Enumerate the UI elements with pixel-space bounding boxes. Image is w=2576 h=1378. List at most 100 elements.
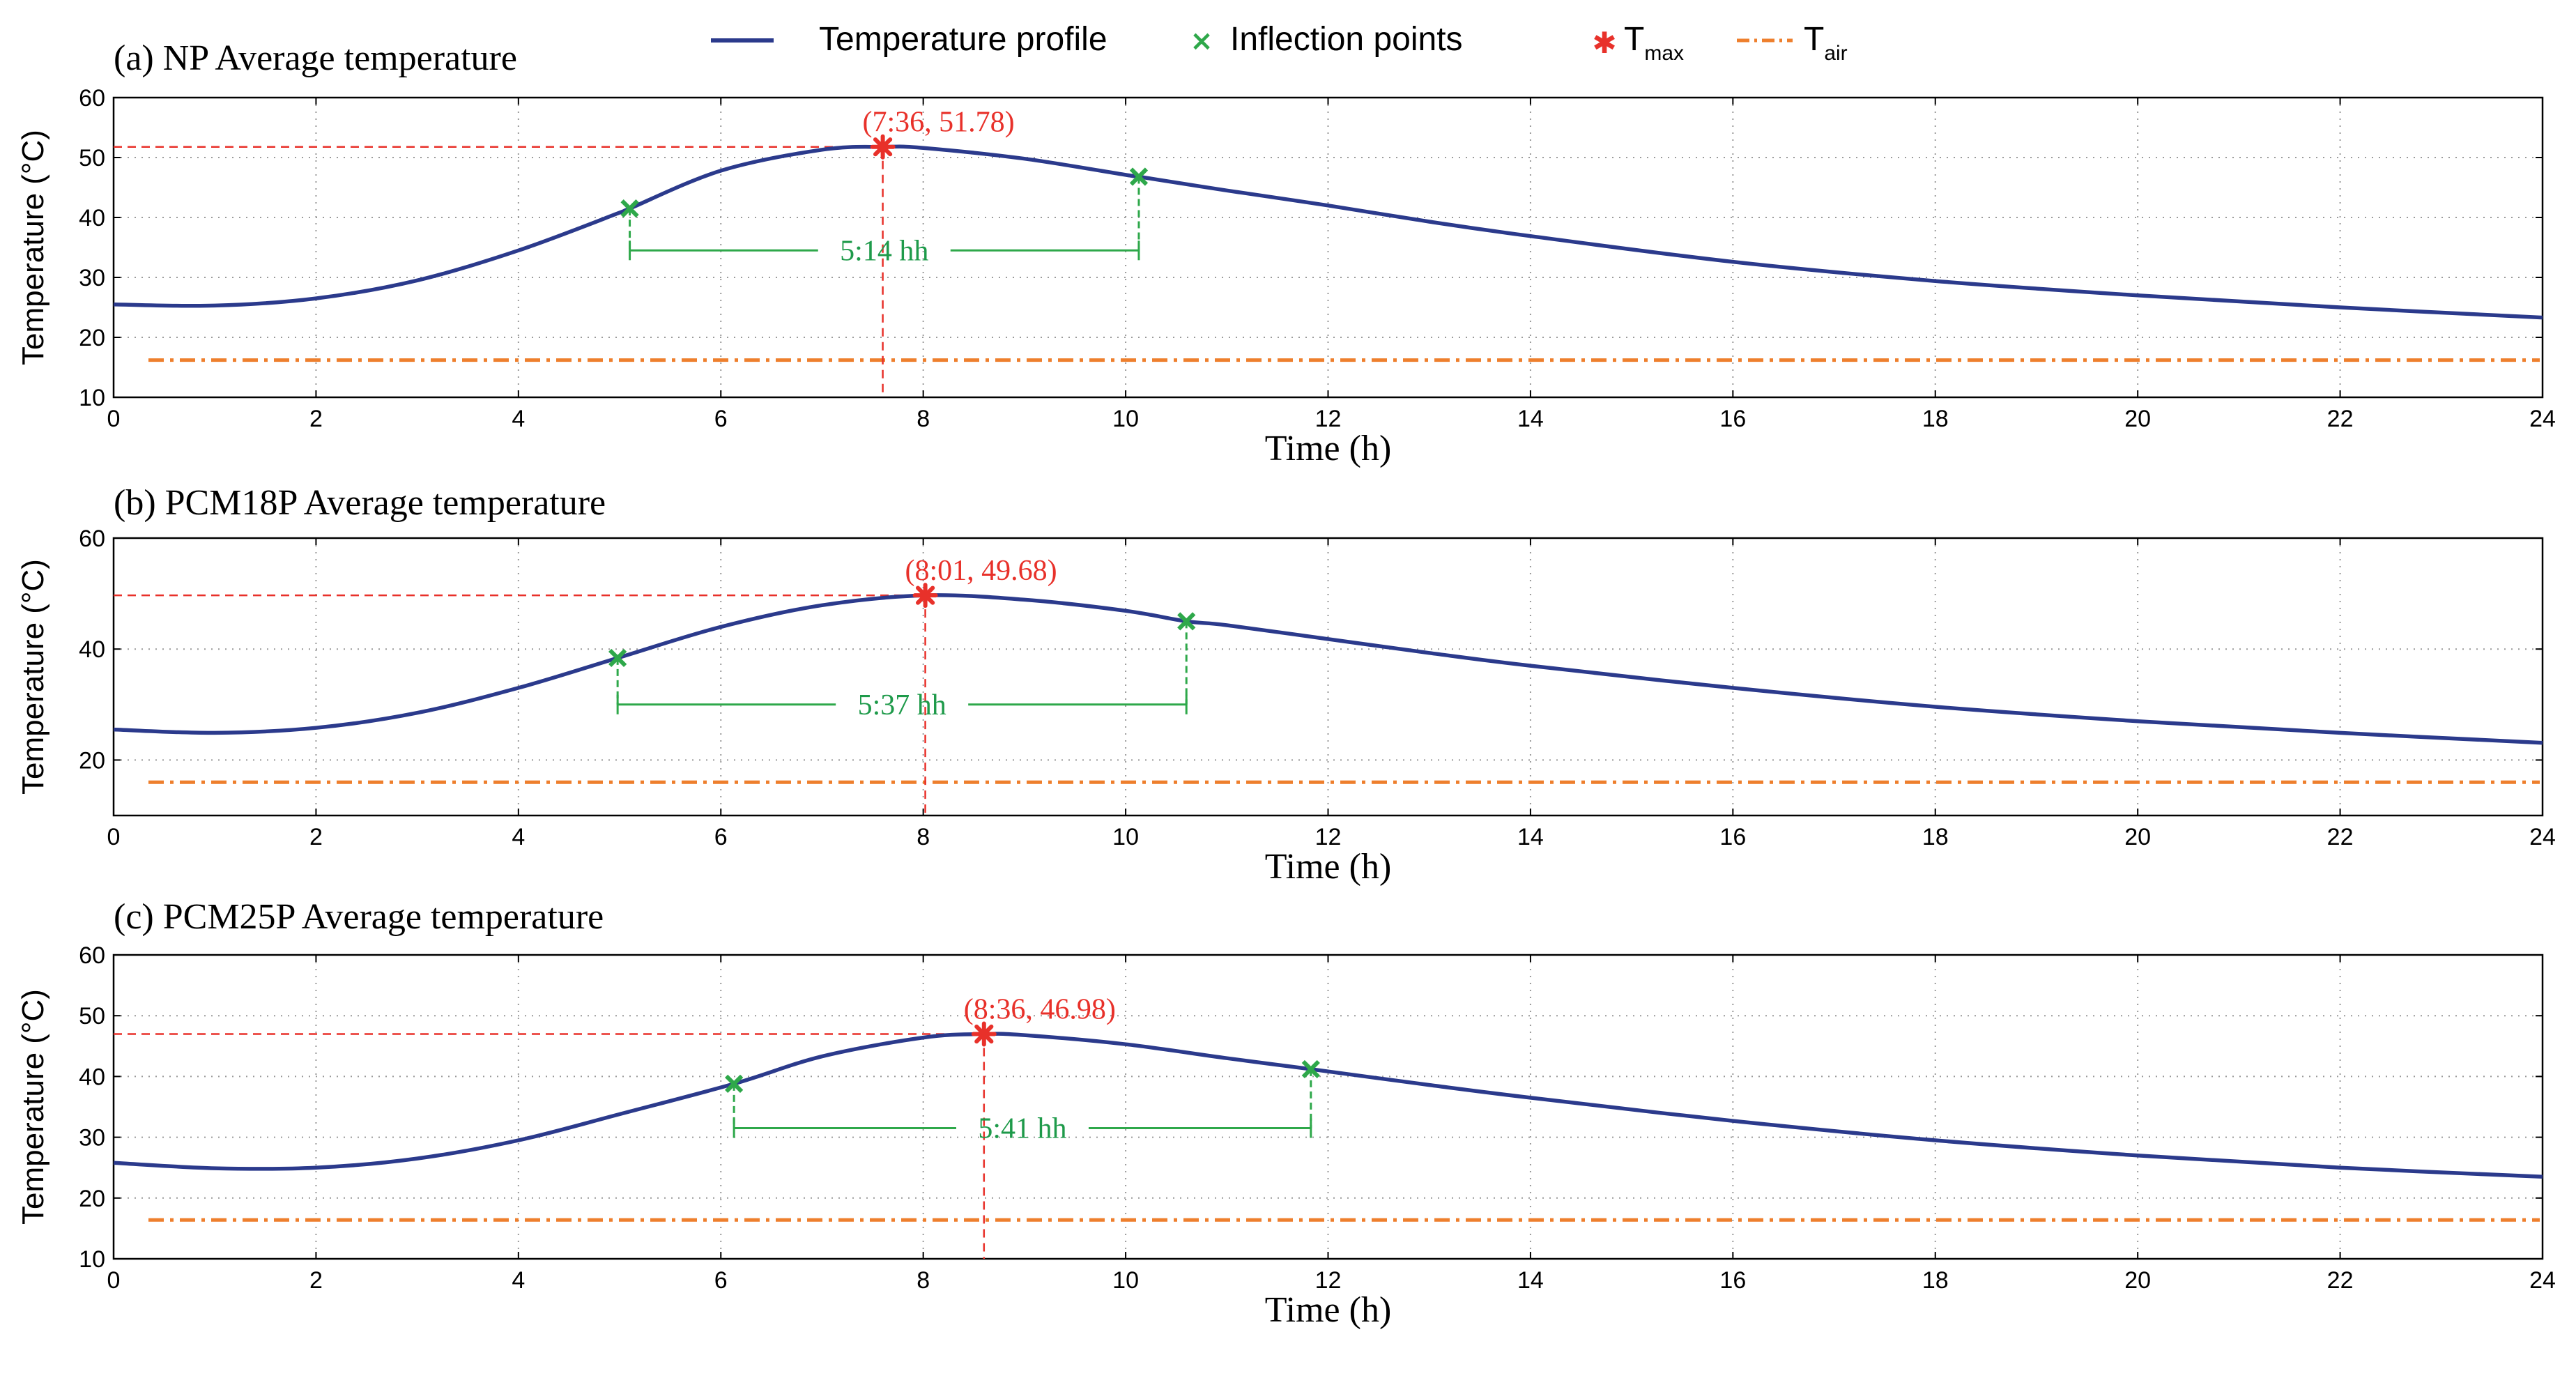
y-tick-label: 40 (79, 1064, 105, 1090)
x-tick-label: 18 (1922, 824, 1949, 850)
x-tick-label: 0 (107, 824, 121, 850)
y-tick-label: 20 (79, 1186, 105, 1212)
y-tick-label: 40 (79, 636, 105, 663)
interval-label: 5:37 hh (858, 689, 946, 721)
tmax-core (919, 590, 931, 602)
y-axis-label: Temperature (°C) (16, 559, 50, 795)
x-tick-label: 0 (107, 406, 121, 432)
x-axis-label: Time (h) (1265, 847, 1392, 887)
x-tick-label: 8 (917, 1267, 930, 1294)
x-tick-label: 20 (2124, 1267, 2151, 1294)
x-tick-label: 8 (917, 406, 930, 432)
legend-tmax-marker: ✱ (1592, 26, 1616, 60)
tmax-label: (7:36, 51.78) (863, 107, 1015, 139)
x-tick-label: 4 (512, 824, 525, 850)
y-tick-label: 60 (79, 942, 105, 969)
inflection-stroke (620, 199, 639, 218)
inflection-point-marker (725, 1074, 744, 1093)
y-tick-label: 10 (79, 385, 105, 411)
x-tick-label: 0 (107, 1267, 121, 1294)
axes-frame (112, 96, 2544, 399)
y-tick-label: 50 (79, 1003, 105, 1029)
tmax-marker (870, 134, 896, 160)
y-axis-label: Temperature (°C) (16, 989, 50, 1225)
y-tick-label: 30 (79, 265, 105, 291)
tmax-label: (8:01, 49.68) (905, 555, 1057, 587)
x-tick-label: 12 (1315, 824, 1342, 850)
legend-profile-label: Temperature profile (819, 21, 1107, 58)
x-tick-label: 14 (1517, 824, 1544, 850)
x-tick-label: 10 (1112, 1267, 1139, 1294)
inflection-point-marker (1129, 167, 1149, 186)
tmax-core (978, 1028, 990, 1040)
y-tick-label: 40 (79, 205, 105, 231)
panel-title: (b) PCM18P Average temperature (114, 483, 606, 523)
tmax-marker (912, 583, 938, 608)
x-tick-label: 18 (1922, 406, 1949, 432)
x-tick-label: 16 (1719, 406, 1746, 432)
x-tick-label: 20 (2124, 406, 2151, 432)
inflection-stroke (608, 648, 627, 668)
legend: Temperature profile × Inflection points … (711, 21, 1848, 65)
x-tick-label: 18 (1922, 1267, 1949, 1294)
legend-tmax-label: Tmax (1624, 21, 1684, 65)
y-tick-label: 10 (79, 1246, 105, 1273)
axes-frame (112, 537, 2544, 817)
y-tick-label: 60 (79, 85, 105, 112)
x-tick-label: 6 (714, 1267, 728, 1294)
y-tick-label: 30 (79, 1125, 105, 1151)
temperature-profile-line (113, 144, 2543, 320)
inflection-stroke (1177, 612, 1196, 631)
x-tick-label: 8 (917, 824, 930, 850)
inflection-point-marker (1177, 612, 1196, 631)
x-tick-label: 20 (2124, 824, 2151, 850)
x-tick-label: 24 (2529, 406, 2556, 432)
x-tick-label: 2 (309, 824, 323, 850)
panel-title: (c) PCM25P Average temperature (114, 897, 604, 937)
x-tick-label: 6 (714, 406, 728, 432)
x-tick-label: 10 (1112, 824, 1139, 850)
temperature-profile-line (113, 593, 2543, 745)
x-tick-label: 22 (2327, 824, 2354, 850)
y-tick-label: 50 (79, 145, 105, 171)
x-tick-label: 14 (1517, 1267, 1544, 1294)
tmax-core (877, 141, 889, 153)
x-axis-label: Time (h) (1265, 1290, 1392, 1330)
x-tick-label: 24 (2529, 824, 2556, 850)
interval-label: 5:41 hh (978, 1113, 1066, 1145)
x-tick-label: 12 (1315, 1267, 1342, 1294)
inflection-point-marker (620, 199, 639, 218)
legend-tair-label: Tair (1804, 21, 1848, 65)
temperature-profile-line (113, 1032, 2543, 1179)
x-tick-label: 10 (1112, 406, 1139, 432)
inflection-stroke (725, 1074, 744, 1093)
x-tick-label: 4 (512, 1267, 525, 1294)
x-tick-label: 2 (309, 1267, 323, 1294)
inflection-stroke (1301, 1059, 1320, 1079)
x-tick-label: 2 (309, 406, 323, 432)
x-tick-label: 24 (2529, 1267, 2556, 1294)
x-tick-label: 4 (512, 406, 525, 432)
inflection-point-marker (1301, 1059, 1320, 1079)
inflection-stroke (1129, 167, 1149, 186)
y-tick-label: 20 (79, 747, 105, 774)
y-tick-label: 20 (79, 325, 105, 351)
panel-title: (a) NP Average temperature (114, 38, 517, 78)
y-tick-label: 60 (79, 526, 105, 552)
x-tick-label: 6 (714, 824, 728, 850)
x-tick-label: 22 (2327, 406, 2354, 432)
legend-inflection-marker: × (1190, 25, 1213, 57)
tmax-marker (971, 1021, 997, 1047)
x-tick-label: 14 (1517, 406, 1544, 432)
tmax-label: (8:36, 46.98) (964, 994, 1116, 1026)
x-axis-label: Time (h) (1265, 429, 1392, 468)
y-axis-label: Temperature (°C) (16, 130, 50, 365)
x-tick-label: 22 (2327, 1267, 2354, 1294)
legend-inflection-label: Inflection points (1230, 21, 1463, 58)
x-tick-label: 16 (1719, 824, 1746, 850)
x-tick-label: 16 (1719, 1267, 1746, 1294)
